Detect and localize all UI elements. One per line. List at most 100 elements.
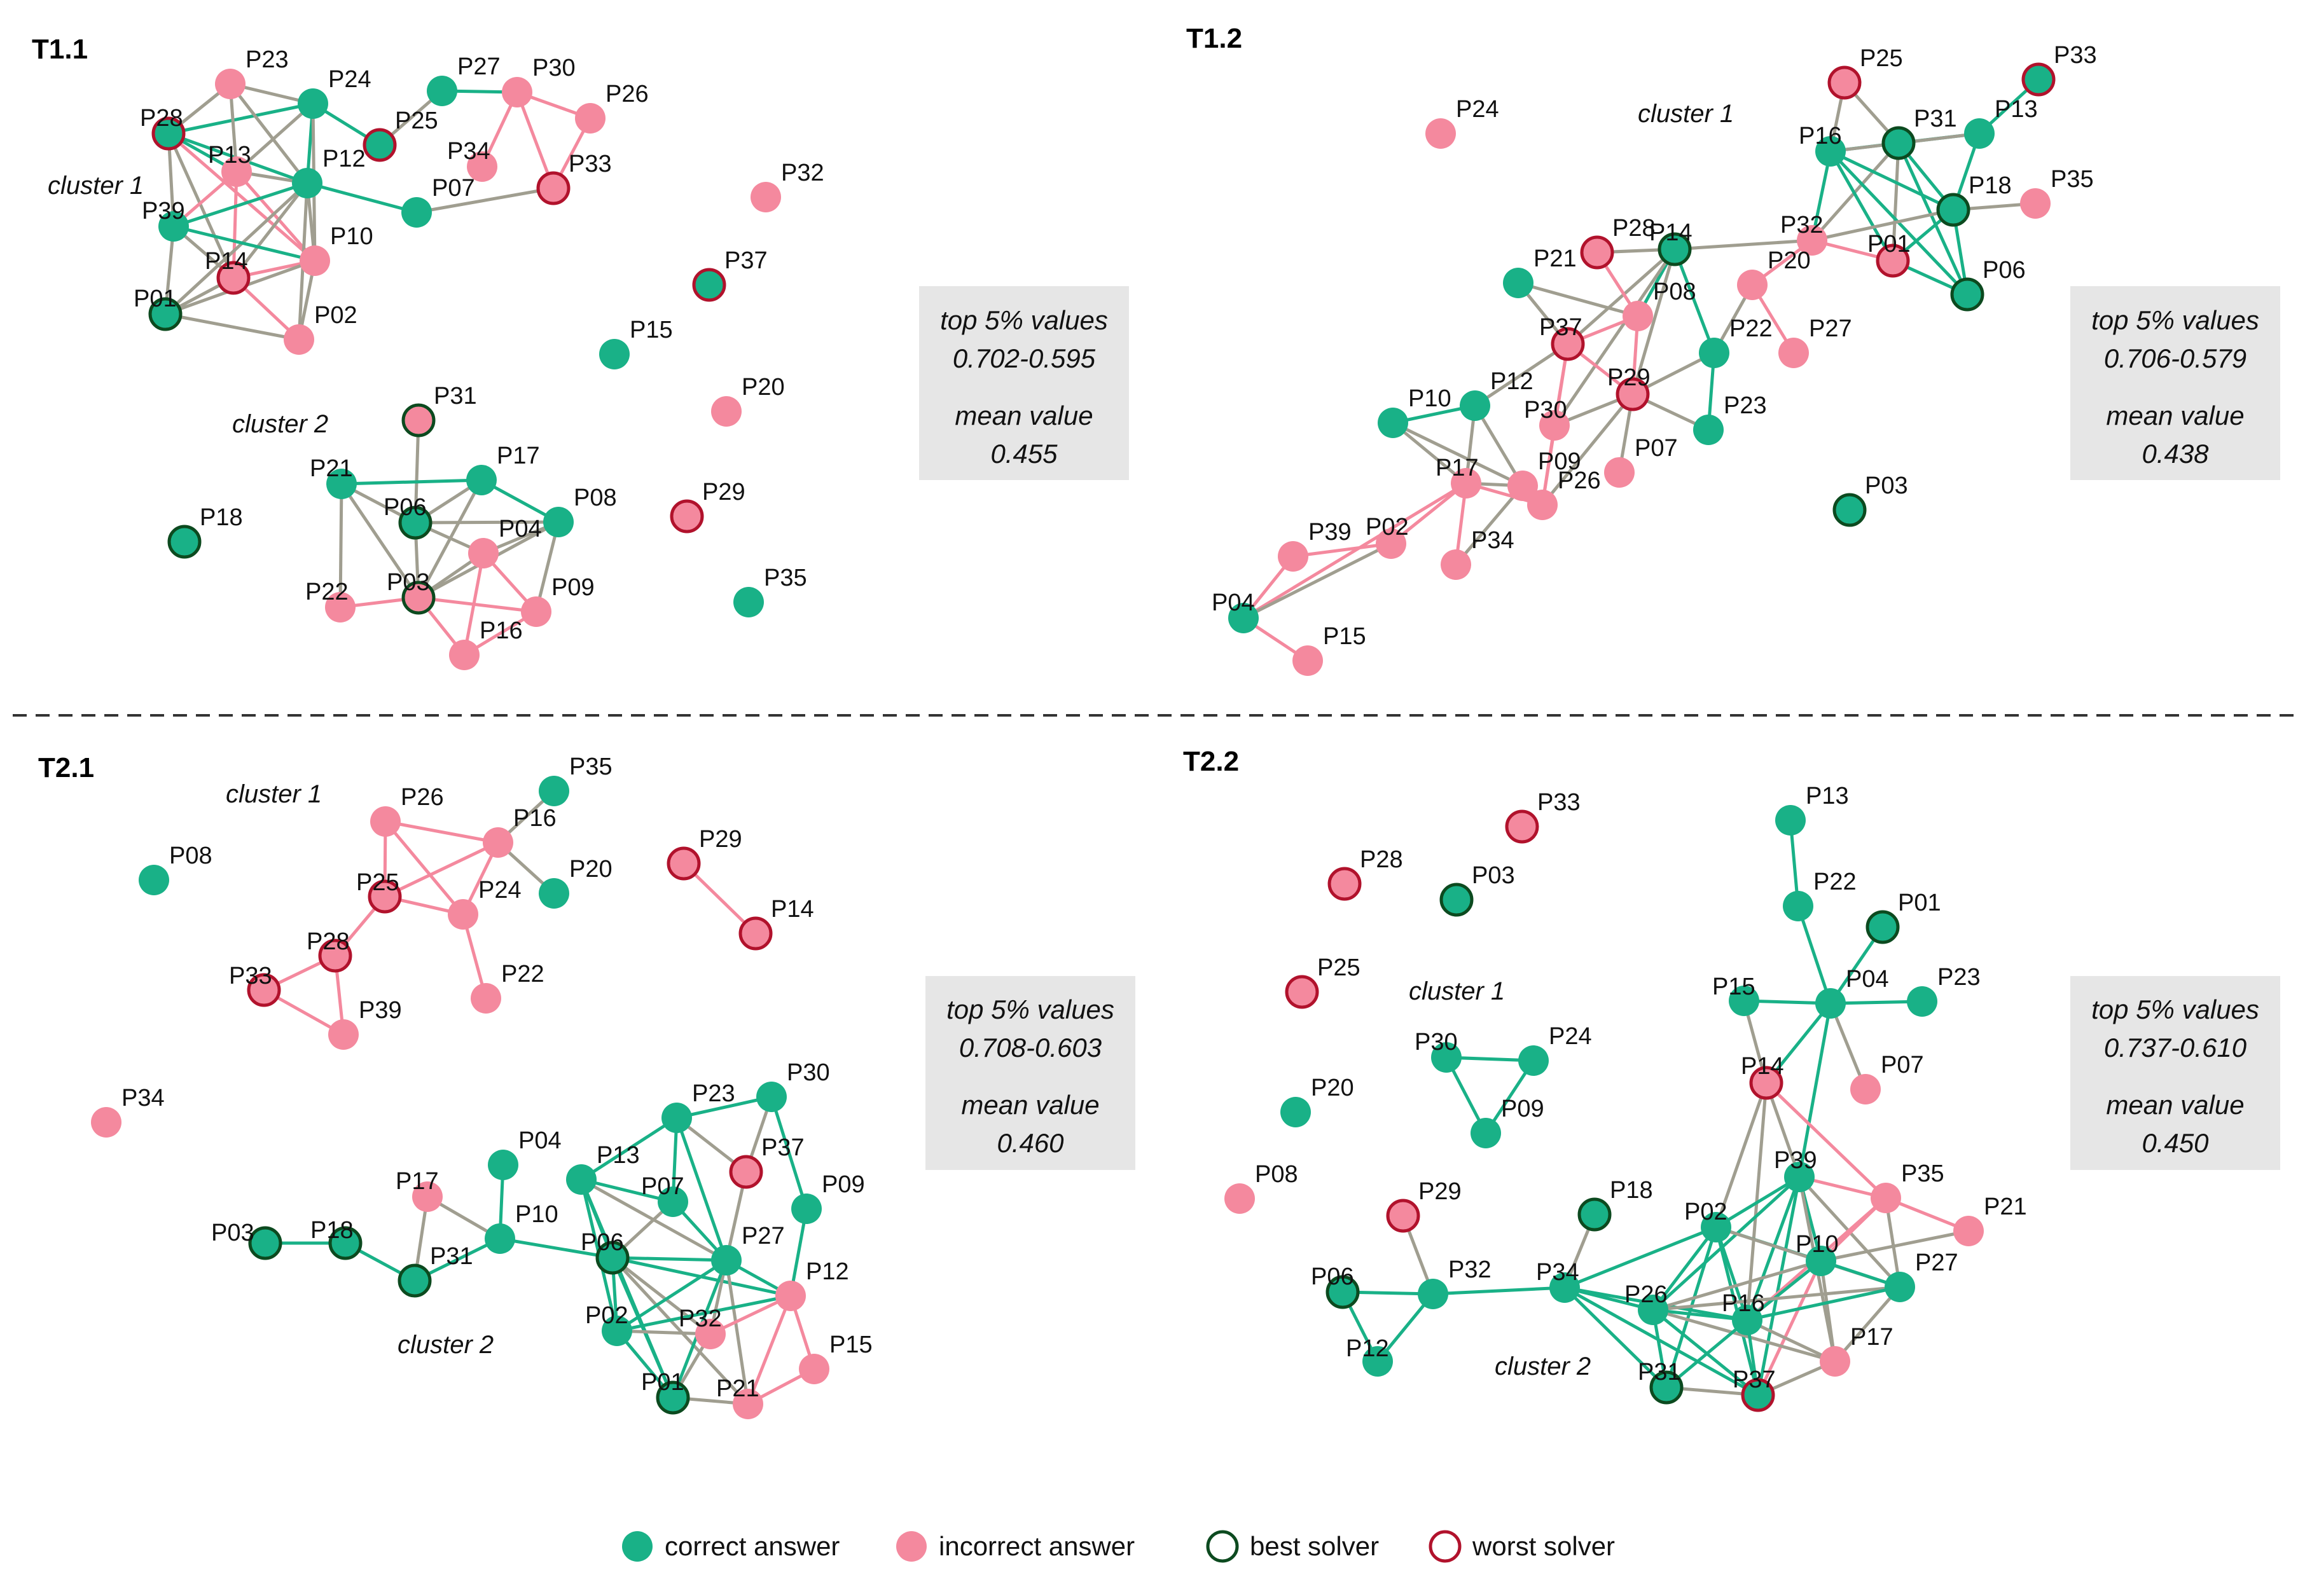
node-p17[interactable]: P17 (396, 1168, 443, 1212)
node-p10[interactable]: P10 (1796, 1231, 1839, 1276)
node-p24[interactable]: P24 (448, 877, 522, 930)
node-p06[interactable]: P06 (581, 1229, 630, 1275)
node-p37[interactable]: P37 (692, 247, 768, 302)
node-p08[interactable]: P08 (1623, 279, 1696, 331)
node-p30[interactable]: P30 (1415, 1029, 1462, 1073)
node-p01[interactable]: P01 (1867, 231, 1911, 278)
node-p07[interactable]: P07 (401, 175, 475, 228)
node-p08[interactable]: P08 (543, 485, 617, 537)
node-p31[interactable]: P31 (1638, 1359, 1684, 1405)
node-p15[interactable]: P15 (1712, 973, 1759, 1016)
node-p37[interactable]: P37 (1539, 314, 1585, 361)
node-p17[interactable]: P17 (1820, 1324, 1893, 1377)
node-p32[interactable]: P32 (751, 160, 824, 212)
node-p22[interactable]: P22 (1783, 869, 1857, 921)
node-p26[interactable]: P26 (575, 81, 649, 134)
node-p31[interactable]: P31 (401, 383, 477, 437)
node-p01[interactable]: P01 (641, 1369, 690, 1415)
node-p31[interactable]: P31 (398, 1243, 473, 1298)
node-p02[interactable]: P02 (585, 1302, 632, 1346)
node-p03[interactable]: P03 (1439, 862, 1515, 917)
node-p24[interactable]: P24 (1425, 96, 1499, 149)
node-p33[interactable]: P33 (536, 151, 612, 205)
node-p29[interactable]: P29 (1607, 364, 1651, 411)
node-p33[interactable]: P33 (229, 963, 281, 1007)
node-p10[interactable]: P10 (1378, 385, 1451, 438)
node-p06[interactable]: P06 (1311, 1263, 1360, 1309)
node-p07[interactable]: P07 (1850, 1052, 1924, 1104)
node-p14[interactable]: P14 (1741, 1053, 1784, 1100)
node-p35[interactable]: P35 (2020, 166, 2094, 219)
node-p16[interactable]: P16 (449, 617, 523, 670)
node-p24[interactable]: P24 (1518, 1023, 1592, 1076)
node-p21[interactable]: P21 (310, 455, 357, 499)
node-p02[interactable]: P02 (1684, 1199, 1731, 1242)
node-p09[interactable]: P09 (1507, 448, 1581, 501)
node-p23[interactable]: P23 (215, 46, 289, 99)
node-p04[interactable]: P04 (1815, 966, 1889, 1019)
node-p13[interactable]: P13 (208, 142, 252, 187)
node-p10[interactable]: P10 (300, 223, 373, 276)
node-p14[interactable]: P14 (1649, 219, 1692, 266)
node-p32[interactable]: P32 (1418, 1256, 1492, 1309)
node-p12[interactable]: P12 (1460, 368, 1533, 421)
node-p16[interactable]: P16 (483, 805, 557, 858)
node-p06[interactable]: P06 (1950, 257, 2026, 312)
node-p27[interactable]: P27 (427, 53, 501, 106)
node-p16[interactable]: P16 (1799, 123, 1846, 167)
node-p24[interactable]: P24 (298, 66, 371, 119)
node-p37[interactable]: P37 (1733, 1366, 1776, 1412)
node-p39[interactable]: P39 (1278, 519, 1352, 572)
node-p35[interactable]: P35 (733, 565, 807, 617)
node-p06[interactable]: P06 (384, 494, 433, 540)
node-p28[interactable]: P28 (1327, 846, 1403, 901)
node-p29[interactable]: P29 (1386, 1178, 1462, 1233)
node-p33[interactable]: P33 (1505, 789, 1581, 844)
node-p15[interactable]: P15 (599, 317, 673, 369)
node-p39[interactable]: P39 (328, 997, 402, 1050)
node-p22[interactable]: P22 (471, 961, 544, 1014)
node-p35[interactable]: P35 (539, 753, 613, 806)
node-p37[interactable]: P37 (729, 1134, 805, 1189)
node-p28[interactable]: P28 (140, 105, 186, 151)
node-p12[interactable]: P12 (775, 1258, 849, 1311)
node-p22[interactable]: P22 (1699, 315, 1773, 368)
node-p32[interactable]: P32 (679, 1305, 726, 1349)
node-p03[interactable]: P03 (387, 569, 436, 615)
node-p28[interactable]: P28 (307, 928, 352, 973)
node-p12[interactable]: P12 (1346, 1335, 1393, 1377)
node-p09[interactable]: P09 (791, 1171, 865, 1224)
node-p29[interactable]: P29 (670, 479, 745, 533)
node-p26[interactable]: P26 (1527, 467, 1601, 520)
node-p18[interactable]: P18 (310, 1217, 363, 1260)
node-p39[interactable]: P39 (142, 198, 189, 242)
node-p03[interactable]: P03 (211, 1220, 282, 1260)
node-p20[interactable]: P20 (1737, 247, 1811, 300)
node-p13[interactable]: P13 (566, 1142, 640, 1195)
node-p02[interactable]: P02 (1366, 514, 1409, 559)
node-p21[interactable]: P21 (716, 1375, 763, 1419)
node-p23[interactable]: P23 (1693, 392, 1767, 445)
node-p25[interactable]: P25 (363, 107, 438, 162)
node-p18[interactable]: P18 (167, 504, 243, 559)
node-p08[interactable]: P08 (139, 843, 212, 895)
node-p01[interactable]: P01 (134, 285, 183, 331)
node-p29[interactable]: P29 (667, 826, 742, 881)
node-p18[interactable]: P18 (1936, 172, 2012, 227)
node-p15[interactable]: P15 (1292, 623, 1366, 676)
node-p25[interactable]: P25 (356, 869, 402, 914)
node-p12[interactable]: P12 (292, 146, 366, 198)
node-p35[interactable]: P35 (1871, 1160, 1944, 1213)
node-p04[interactable]: P04 (1212, 589, 1259, 633)
node-p22[interactable]: P22 (305, 579, 356, 623)
node-p34[interactable]: P34 (1441, 527, 1514, 580)
node-p02[interactable]: P02 (284, 302, 357, 355)
node-p14[interactable]: P14 (205, 248, 251, 295)
node-p21[interactable]: P21 (1503, 245, 1577, 298)
node-p04[interactable]: P04 (488, 1127, 562, 1180)
node-p23[interactable]: P23 (1907, 964, 1981, 1017)
node-p31[interactable]: P31 (1881, 106, 1957, 160)
node-p04[interactable]: P04 (468, 516, 542, 568)
node-p09[interactable]: P09 (521, 574, 595, 627)
node-p17[interactable]: P17 (1436, 455, 1481, 499)
